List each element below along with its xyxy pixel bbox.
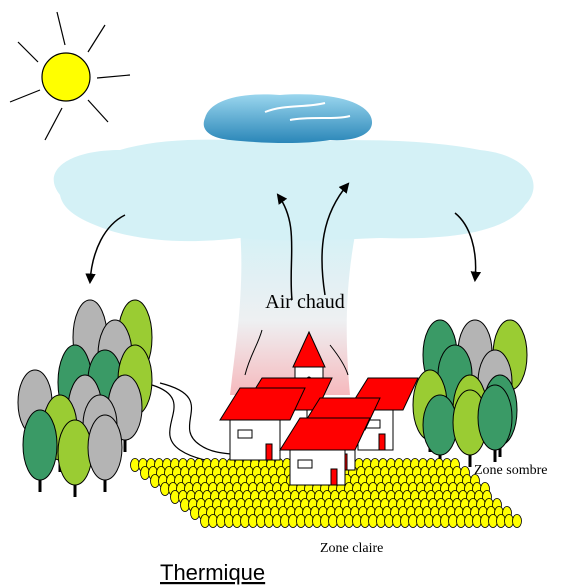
house-door (266, 444, 272, 460)
dark-zone-label: Zone sombre (474, 463, 547, 478)
tree-crown (423, 395, 457, 455)
tree-crown (478, 385, 512, 450)
crop (513, 515, 522, 528)
house-window (238, 430, 252, 438)
house-door (331, 469, 337, 485)
house-window (298, 460, 312, 468)
light-cloud (54, 140, 534, 242)
house-door (379, 434, 385, 450)
tree-crown (23, 410, 57, 480)
title: Thermique (160, 560, 265, 585)
dark-cloud (204, 94, 372, 143)
thermal-diagram: Air chaud Zone sombre Zone claire Thermi… (0, 0, 587, 586)
tree-crown (58, 420, 92, 485)
tree-crown (88, 415, 122, 480)
road (152, 383, 240, 465)
light-zone-label: Zone claire (320, 541, 383, 556)
sun (10, 12, 130, 140)
warm-air-label: Air chaud (265, 291, 344, 313)
